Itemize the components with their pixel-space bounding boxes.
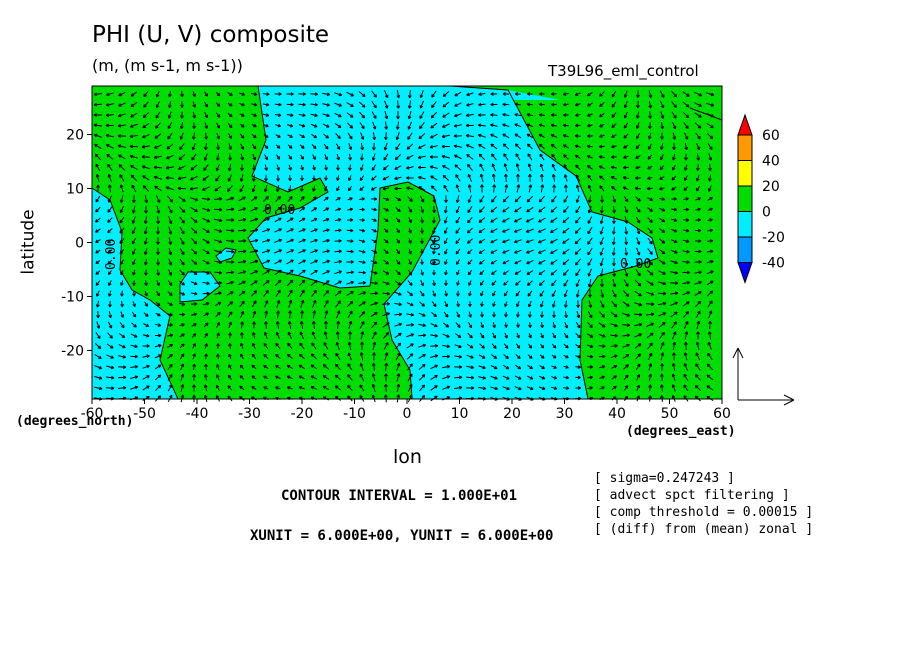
colorbar-label: 40 (762, 154, 780, 170)
colorbar-label: -20 (762, 230, 785, 246)
positive-region-west (92, 86, 440, 399)
x-tick-label: 10 (451, 406, 469, 422)
x-tick-label: -50 (133, 406, 156, 422)
positive-region-east (510, 98, 722, 399)
x-axis-label: lon (393, 446, 422, 468)
y-tick-label: 0 (75, 236, 84, 252)
contour-label-group: 0.00 0.00 0.00 0.00 (104, 203, 651, 272)
colorbar-bin (737, 185, 753, 212)
x-tick-label: -30 (238, 406, 261, 422)
wind-vectors (93, 89, 715, 403)
notes-block: [ sigma=0.247243 ] [ advect spct filteri… (594, 470, 813, 538)
x-tick-label: 50 (661, 406, 679, 422)
note-line: [ comp threshold = 0.00015 ] (594, 505, 814, 520)
plot-area: 0.00 0.00 0.00 0.00 (91, 85, 723, 403)
colorbar-bin (737, 134, 753, 161)
contour-label: 0.00 (429, 235, 444, 266)
x-tick-label: -60 (81, 406, 104, 422)
negative-island-1 (180, 272, 220, 302)
colorbar-label: 20 (762, 179, 780, 195)
run-name: T39L96_eml_control (548, 62, 699, 80)
colorbar-label: 60 (762, 128, 780, 144)
colorbar-bin (737, 160, 753, 187)
note-line: [ advect spct filtering ] (594, 488, 790, 503)
y-axis-label: latitude (18, 209, 39, 275)
colorbar-bin (737, 211, 753, 238)
axes: -60 -50 -40 -30 -20 -10 0 10 20 30 40 50 60 20 10 0 -10 -… (61, 128, 731, 422)
x-tick-label: 30 (556, 406, 574, 422)
x-tick-label: -40 (186, 406, 209, 422)
vector-units-text: XUNIT = 6.000E+00, YUNIT = 6.000E+00 (250, 528, 554, 544)
note-line: [ sigma=0.247243 ] (594, 471, 735, 486)
reference-vector (732, 347, 795, 406)
positive-region-north (450, 86, 722, 120)
colorbar-label: -40 (762, 256, 785, 272)
contour-interval-text: CONTOUR INTERVAL = 1.000E+01 (281, 488, 518, 504)
x-tick-label: -20 (291, 406, 314, 422)
contour-label: 0.00 (264, 203, 295, 218)
y-tick-label: 10 (66, 182, 84, 198)
x-tick-label: 60 (713, 406, 731, 422)
colorbar: 60 40 20 0 -20 -40 (737, 113, 785, 285)
x-tick-label: -10 (343, 406, 366, 422)
colorbar-label: 0 (762, 205, 771, 221)
y-tick-label: -10 (61, 289, 84, 305)
x-tick-label: 20 (503, 406, 521, 422)
y-tick-label: -20 (61, 343, 84, 359)
chart-title: PHI (U, V) composite (92, 22, 330, 48)
contour-label: 0.00 (104, 239, 119, 270)
colorbar-top-arrow (737, 113, 753, 136)
x-axis-units: (degrees_east) (626, 424, 736, 439)
colorbar-bottom-arrow (737, 262, 753, 285)
chart-subtitle: (m, (m s-1, m s-1)) (92, 56, 243, 75)
negative-region-east-strip (384, 86, 658, 399)
y-tick-label: 20 (66, 128, 84, 144)
y-axis-units: (degrees_north) (16, 414, 134, 429)
x-tick-label: 40 (608, 406, 626, 422)
note-line: [ (diff) from (mean) zonal ] (594, 522, 814, 537)
x-tick-label: 0 (403, 406, 412, 422)
colorbar-bin (737, 236, 753, 263)
contour-label: 0.00 (620, 257, 651, 272)
